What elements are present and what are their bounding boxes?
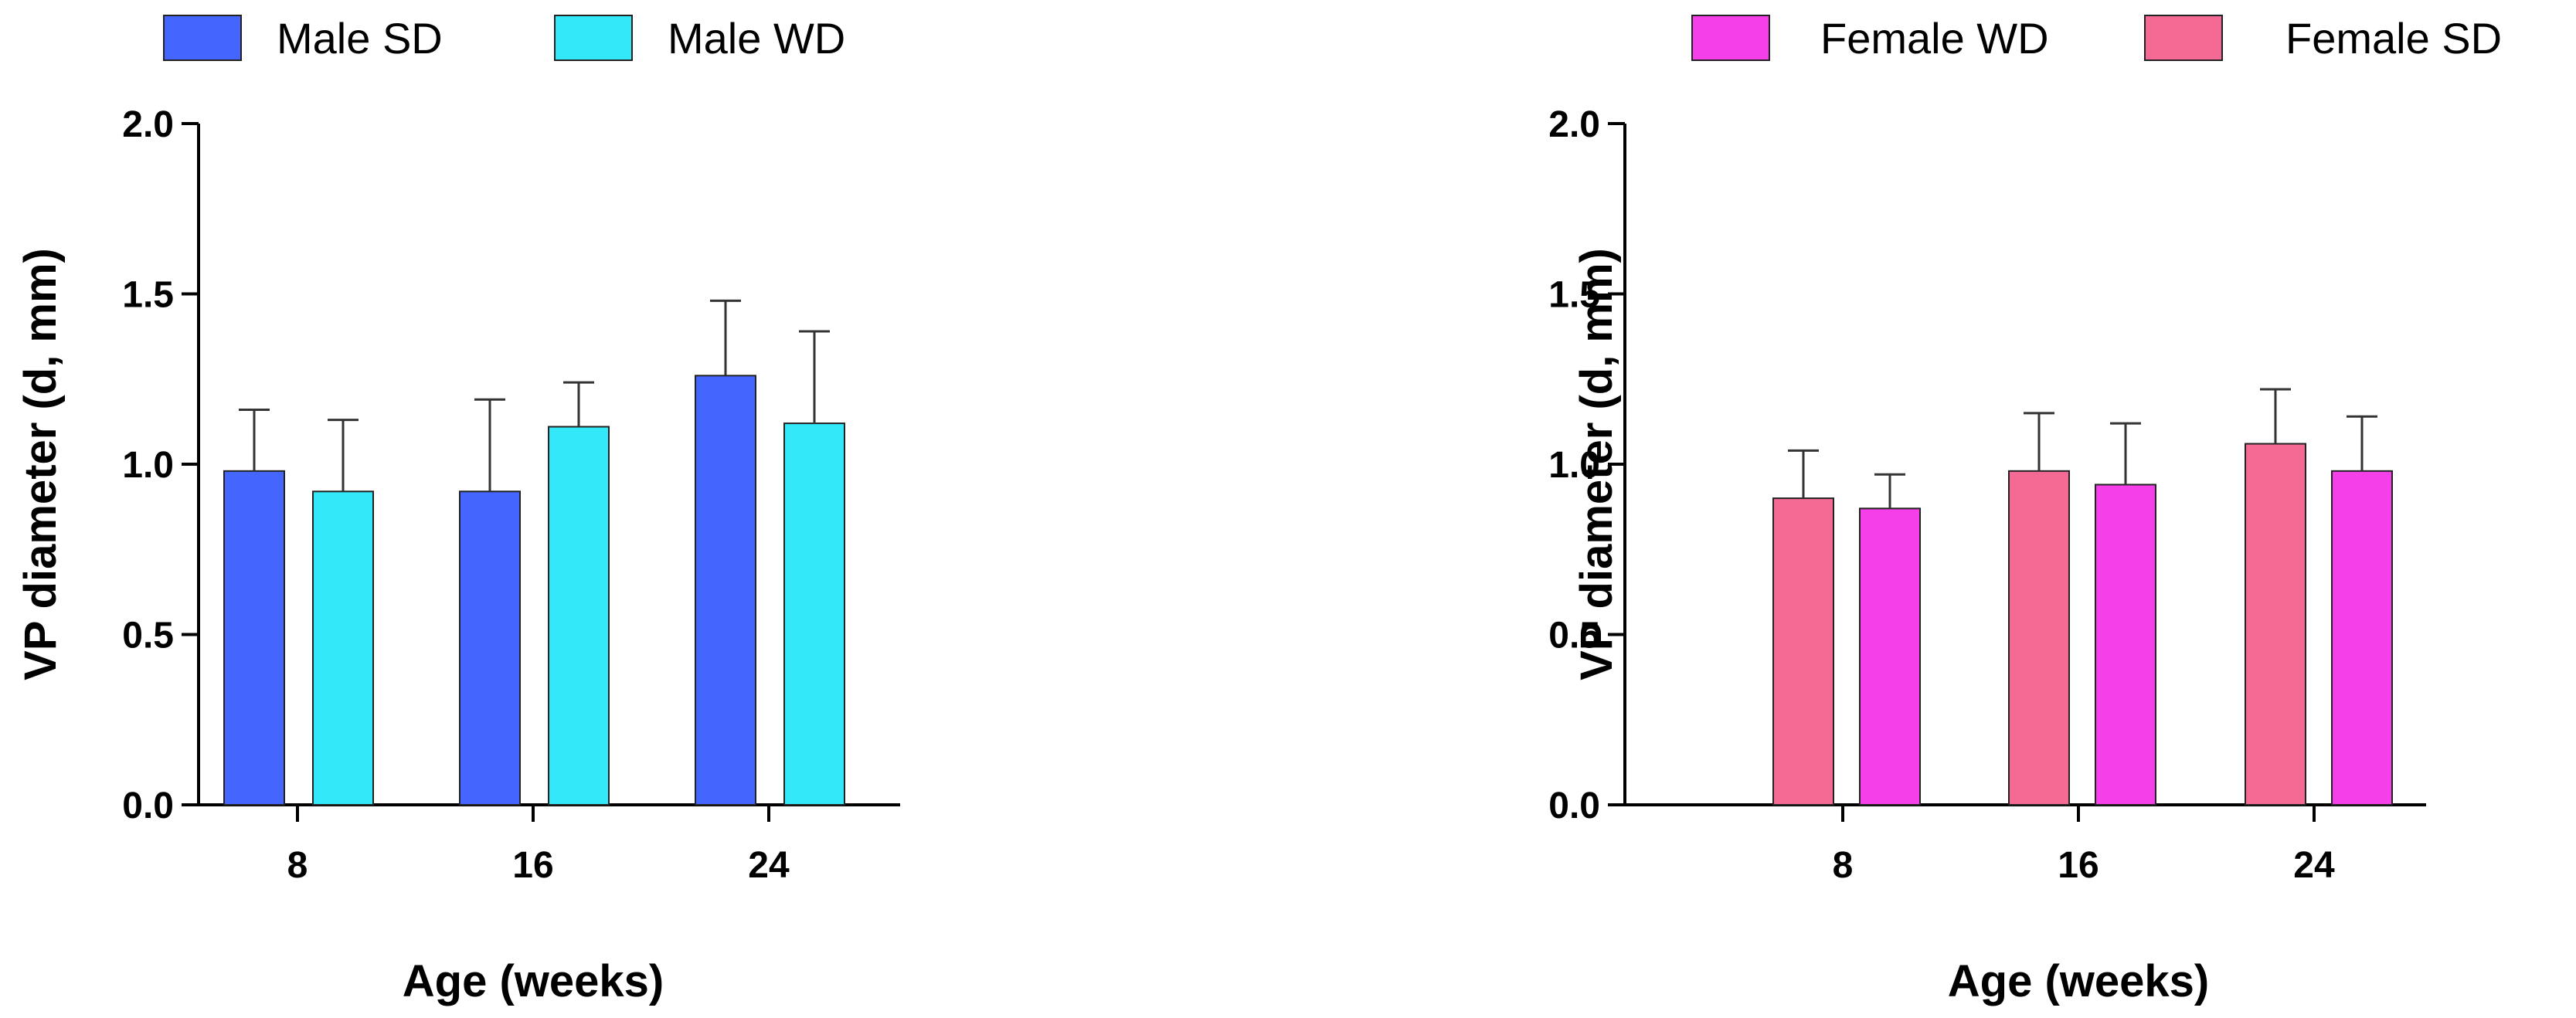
y-tick-label: 0.0 xyxy=(122,786,174,826)
legend: Male SD Male WD xyxy=(163,14,845,63)
y-tick-label: 0.5 xyxy=(122,616,174,657)
y-tick-label: 1.5 xyxy=(122,275,174,316)
y-tick-label: 2.0 xyxy=(1548,104,1600,145)
x-tick-label: 16 xyxy=(2058,845,2099,886)
legend-label: Female SD xyxy=(2285,14,2502,63)
bar xyxy=(2245,443,2306,806)
legend-label: Female WD xyxy=(1820,14,2049,63)
x-tick-label: 8 xyxy=(1833,845,1854,886)
x-tick-label: 8 xyxy=(287,845,308,886)
bar xyxy=(1859,507,1921,806)
y-tick-label: 0.5 xyxy=(1548,616,1600,657)
y-tick-label: 2.0 xyxy=(122,104,174,145)
legend-swatch xyxy=(2144,15,2223,61)
bar xyxy=(312,490,374,806)
legend: Female WD Female SD xyxy=(1691,14,2502,63)
legend-label: Male SD xyxy=(277,14,443,63)
chart-panel-1: 0.0 0.5 1.0 1.5 2.0 8 16 24 VP diameter (d, mm) A… xyxy=(15,14,900,1006)
legend-swatch xyxy=(163,15,242,61)
y-tick-label: 1.0 xyxy=(122,445,174,486)
bar xyxy=(695,375,756,806)
bar xyxy=(459,490,521,806)
bar xyxy=(783,422,845,806)
bar xyxy=(223,470,285,806)
chart-panel-2: 0.0 0.5 1.0 1.5 2.0 8 16 24 VP diameter (d, mm) A… xyxy=(1548,14,2502,1006)
bar xyxy=(2331,470,2393,806)
legend-swatch xyxy=(1691,15,1770,61)
x-tick-label: 24 xyxy=(2293,845,2335,886)
bar xyxy=(2095,484,2156,806)
y-axis-title: VP diameter (d, mm) xyxy=(15,248,66,680)
y-tick-label: 1.0 xyxy=(1548,445,1600,486)
y-axis-title: VP diameter (d, mm) xyxy=(1572,248,1622,680)
legend-swatch xyxy=(554,15,633,61)
bar xyxy=(548,426,610,806)
bar xyxy=(1772,497,1834,806)
x-tick-label: 24 xyxy=(748,845,790,886)
y-tick-label: 0.0 xyxy=(1548,786,1600,826)
x-axis-title: Age (weeks) xyxy=(403,956,664,1006)
y-tick-label: 1.5 xyxy=(1548,275,1600,316)
x-axis-title: Age (weeks) xyxy=(1948,956,2209,1006)
x-tick-label: 16 xyxy=(512,845,553,886)
bar xyxy=(2008,470,2070,806)
legend-label: Male WD xyxy=(668,14,845,63)
